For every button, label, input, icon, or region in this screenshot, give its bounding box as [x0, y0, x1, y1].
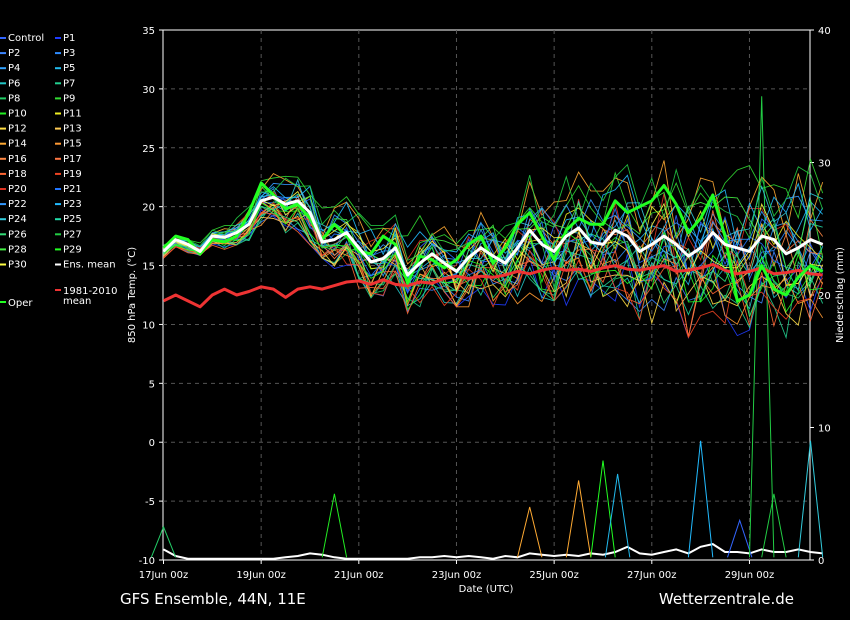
chart-title: Pistoia (IT) 850 hPa Temp. & Niederschla…: [155, 3, 696, 22]
legend-label: P13: [63, 124, 82, 135]
legend-label: P21: [63, 184, 82, 195]
y2-tick-label: 0: [818, 556, 824, 567]
y-tick-label: 15: [142, 262, 155, 273]
legend-label: P7: [63, 78, 75, 89]
member-line-p17: [163, 199, 823, 288]
member-line-p8: [163, 201, 824, 300]
legend-label: P25: [63, 214, 82, 225]
legend-label: P28: [8, 244, 27, 255]
precipitation-layer: [150, 96, 824, 560]
y-tick-label: 25: [142, 144, 155, 155]
climate-mean-line: [162, 262, 823, 309]
precip-spike: [604, 473, 631, 558]
ens-mean-line: [162, 195, 824, 277]
y-tick-label: 10: [142, 320, 155, 331]
member-line-p27: [163, 163, 824, 261]
legend-label: P6: [8, 78, 20, 89]
legend-label: P29: [63, 244, 82, 255]
y2-tick-label: 10: [818, 424, 831, 435]
member-line-p9: [163, 157, 824, 251]
member-line-p2: [163, 215, 824, 313]
legend-label: 1981-2010 mean: [63, 286, 118, 307]
x-tick-label: 25Jun 00z: [529, 570, 579, 581]
oper-line: [162, 181, 824, 303]
y-tick-label: -10: [139, 556, 155, 567]
legend-label: P3: [63, 48, 75, 59]
member-line-p12: [163, 203, 824, 326]
precip-spike: [517, 506, 543, 558]
x-tick-label: 17Jun 00z: [139, 570, 189, 581]
legend-label: P10: [8, 109, 27, 120]
legend-label: Oper: [8, 298, 33, 309]
y2-tick-label: 30: [818, 159, 831, 170]
legend-label: P11: [63, 109, 82, 120]
y2-axis-label: Niederschlag (mm): [835, 247, 846, 343]
y-tick-label: 30: [142, 85, 155, 96]
legend-label: P20: [8, 184, 27, 195]
precip-spike: [727, 518, 753, 558]
main-series: [162, 181, 824, 309]
member-line-p19: [163, 202, 824, 339]
precip-spike: [749, 96, 775, 558]
x-axis-label: Date (UTC): [459, 584, 514, 595]
y-axis-label: 850 hPa Temp. (°C): [127, 247, 138, 343]
legend-label: Ens. mean: [63, 260, 116, 271]
grid: [163, 30, 810, 560]
legend-label: P5: [63, 63, 75, 74]
legend-label: P17: [63, 154, 82, 165]
legend-label: P9: [63, 93, 75, 104]
member-line-p7: [163, 206, 824, 340]
legend-label: P16: [8, 154, 27, 165]
x-tick-label: 19Jun 00z: [236, 570, 286, 581]
legend-label: P14: [8, 139, 27, 150]
legend-label: P19: [63, 169, 82, 180]
y-tick-label: 5: [149, 379, 155, 390]
y-axis-ticks: 35 30 25 20 15 10 5 0 -5 -10: [139, 26, 163, 567]
y2-axis-ticks: 40 30 20 10 0: [810, 26, 831, 567]
precip-mean-line: [163, 543, 823, 560]
x-tick-label: 23Jun 00z: [432, 570, 482, 581]
legend-label: P22: [8, 199, 27, 210]
precip-spike: [321, 493, 348, 558]
legend-label: P8: [8, 93, 20, 104]
legend-label: P1: [63, 33, 75, 44]
member-line-p29: [163, 202, 823, 304]
legend-label: P23: [63, 199, 82, 210]
y-tick-label: 35: [142, 26, 155, 37]
legend-label: P30: [8, 260, 27, 271]
member-line-p30: [163, 190, 823, 292]
footer-source: GFS Ensemble, 44N, 11E: [120, 590, 306, 608]
precip-spike: [761, 493, 787, 558]
legend-label: P12: [8, 124, 27, 135]
legend-label: P18: [8, 169, 27, 180]
precip-spike: [687, 440, 714, 558]
legend-label: P27: [63, 229, 82, 240]
x-tick-label: 21Jun 00z: [334, 570, 384, 581]
x-axis-ticks: 17Jun 00z 19Jun 00z 21Jun 00z 23Jun 00z 25Ju…: [139, 560, 774, 581]
footer-site: Wetterzentrale.de: [659, 590, 794, 608]
y2-tick-label: 20: [818, 291, 831, 302]
legend-label: P15: [63, 139, 82, 150]
legend-label: Control: [8, 33, 44, 44]
member-line-p14: [163, 160, 824, 265]
y2-tick-label: 40: [818, 26, 831, 37]
y-tick-label: 20: [142, 203, 155, 214]
member-line-p18: [163, 211, 824, 337]
precip-spike: [797, 440, 824, 558]
precip-spike: [565, 480, 592, 558]
x-tick-label: 29Jun 00z: [725, 570, 775, 581]
member-line-p1: [163, 209, 824, 339]
legend-label: P2: [8, 48, 20, 59]
precip-spike: [590, 460, 616, 558]
x-tick-label: 27Jun 00z: [627, 570, 677, 581]
y-tick-label: 0: [149, 438, 155, 449]
legend-label: P24: [8, 214, 27, 225]
member-line-p28: [163, 185, 824, 275]
legend: Control P1 P2 P3 P4 P5 P6 P7 P8 P9 P10 P11 P12 P13 P14…: [0, 33, 118, 309]
legend-label: P4: [8, 63, 20, 74]
y-tick-label: -5: [145, 497, 155, 508]
precip-spike: [150, 525, 177, 558]
legend-label: P26: [8, 229, 27, 240]
